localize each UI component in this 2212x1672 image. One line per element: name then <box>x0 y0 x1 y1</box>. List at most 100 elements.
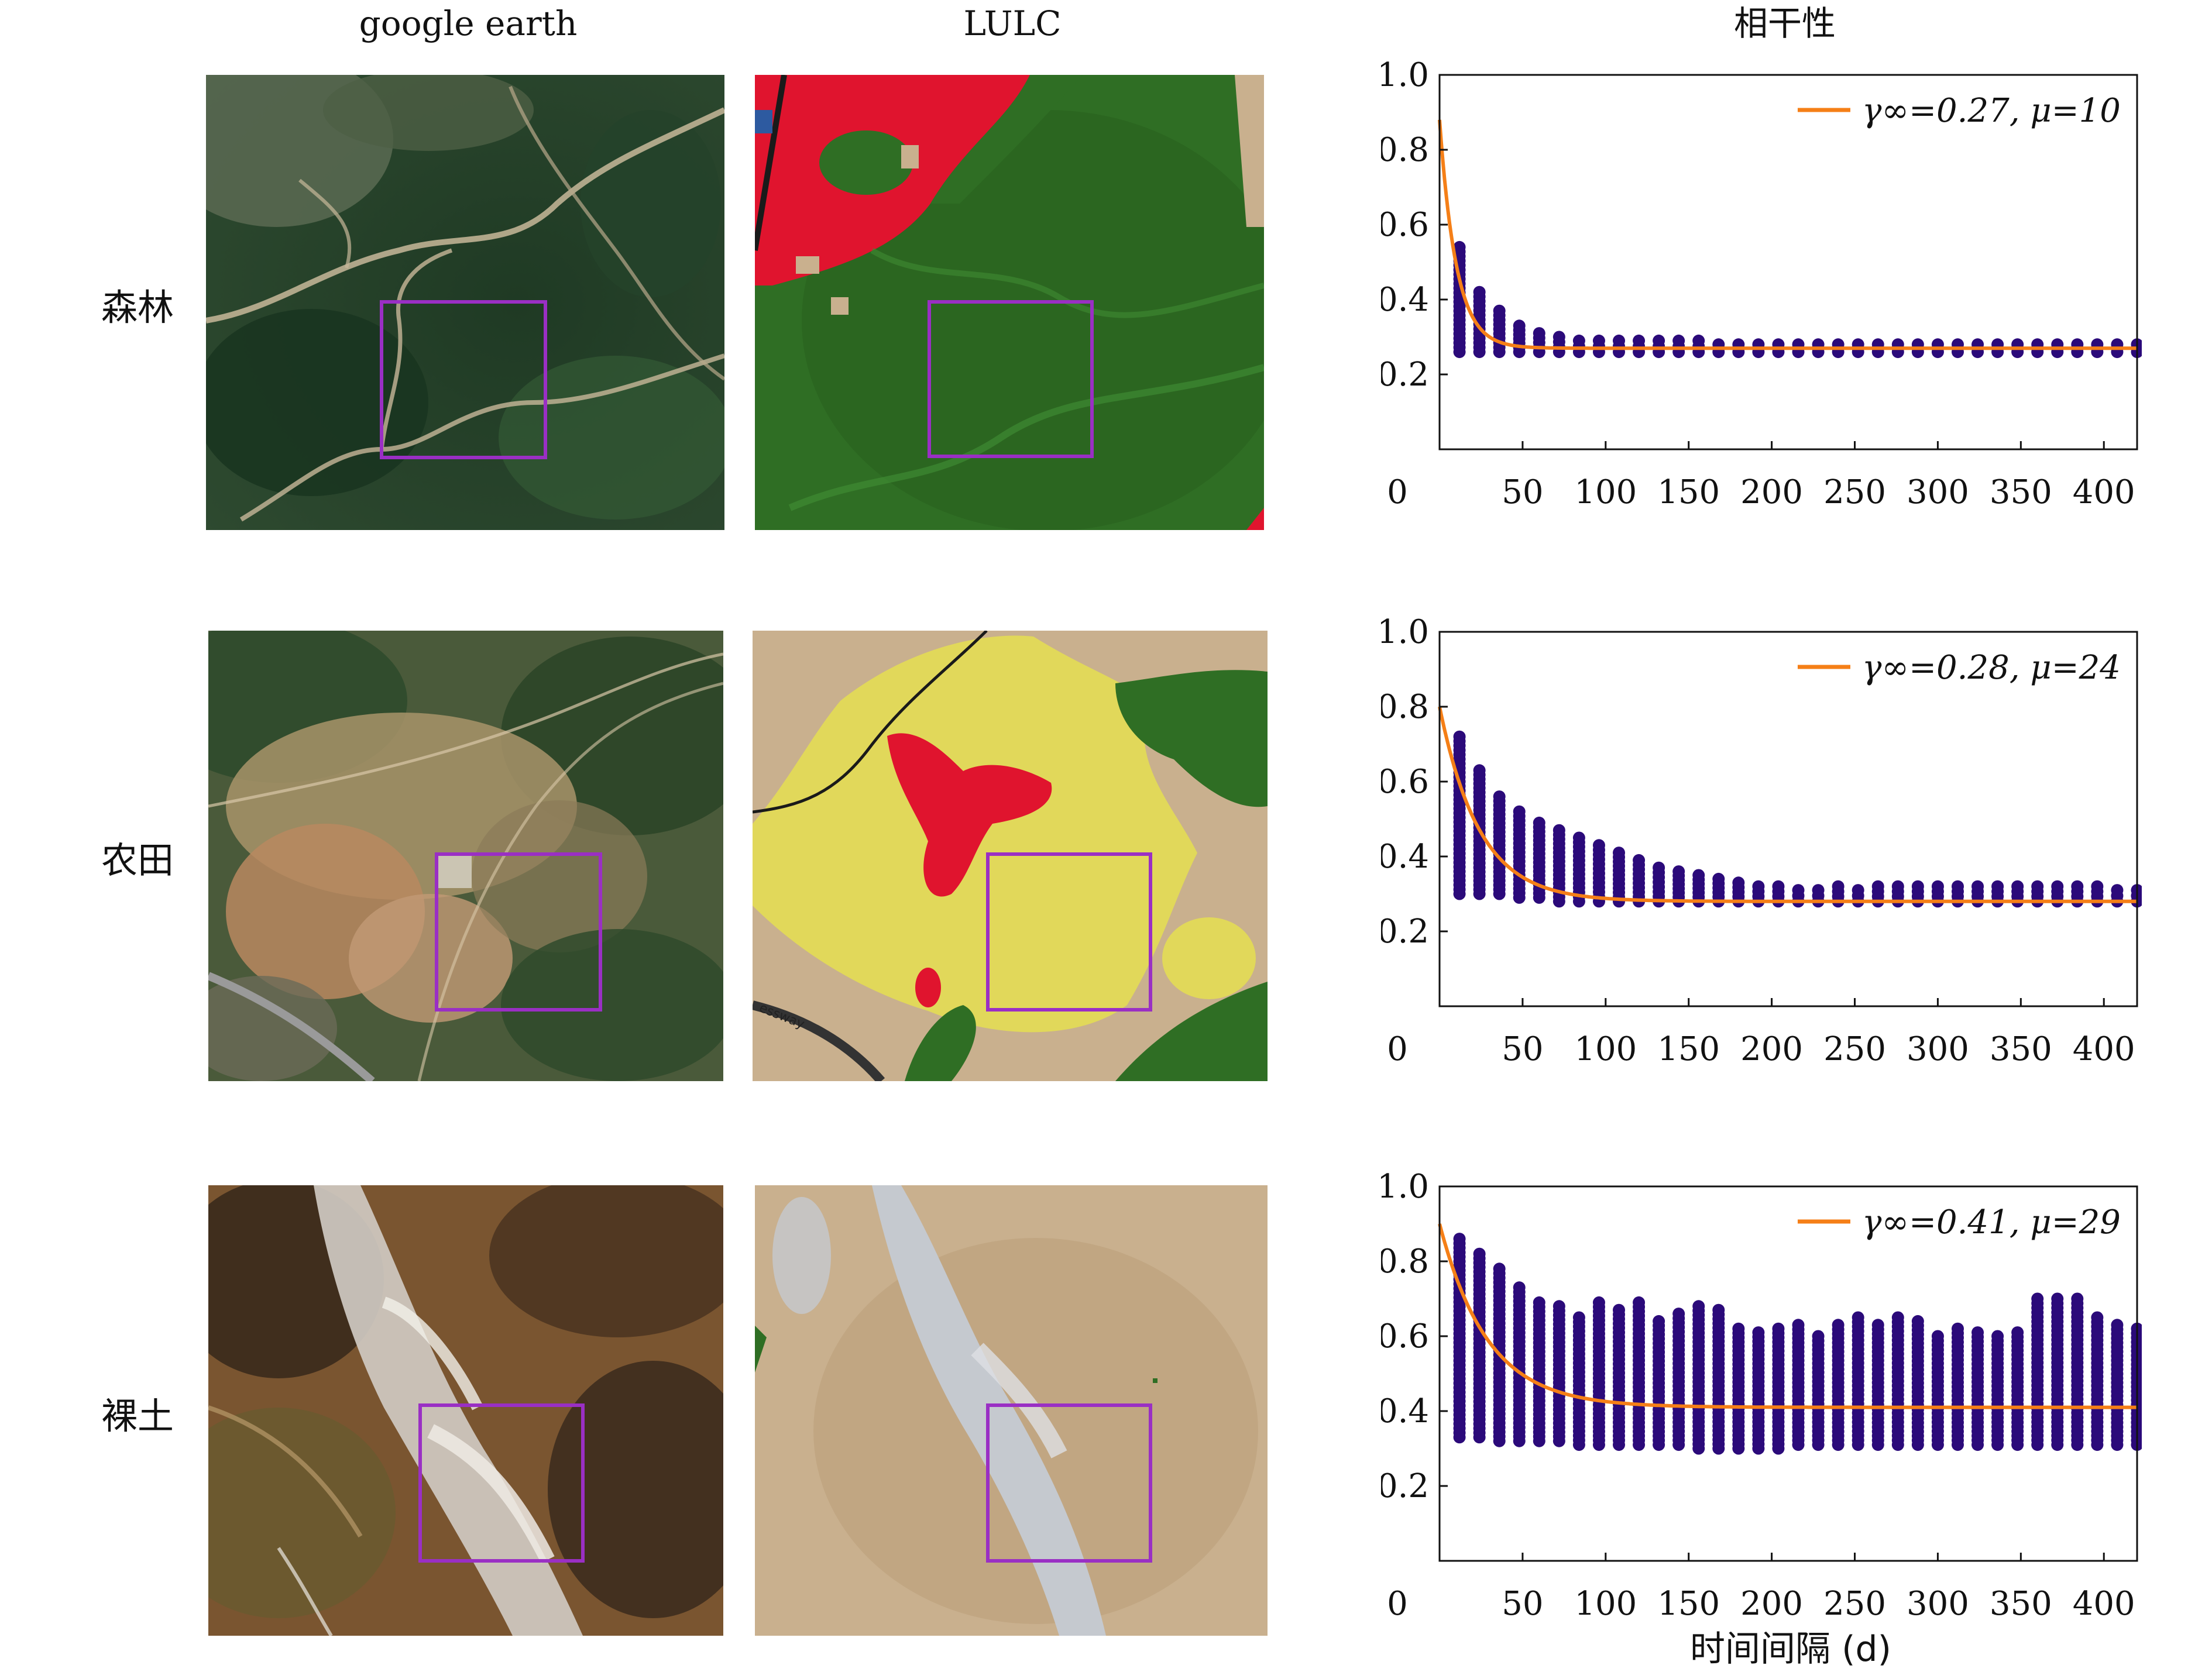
data-point <box>1592 334 1605 347</box>
data-point <box>1792 884 1805 897</box>
data-point <box>1812 884 1825 897</box>
data-point <box>1752 1326 1765 1339</box>
data-point <box>2031 880 2044 893</box>
y-tick-label: 0.6 <box>1381 206 1429 244</box>
legend-label: γ∞=0.28, μ=24 <box>1862 649 2121 687</box>
data-point <box>1513 319 1526 332</box>
y-tick-label: 0.2 <box>1381 1467 1429 1505</box>
y-tick-label: 0.4 <box>1381 838 1429 876</box>
data-point <box>1653 861 1665 874</box>
data-point <box>2011 1326 2024 1339</box>
column-title-google-earth: google earth <box>359 4 578 43</box>
data-point <box>1533 327 1545 340</box>
satellite-image-farmland <box>208 631 723 1081</box>
x-tick-label: 350 <box>1990 1585 2052 1623</box>
data-point <box>2091 880 2104 893</box>
data-point <box>1453 1233 1466 1246</box>
x-tick-label: 150 <box>1657 1585 1720 1623</box>
data-point <box>1812 1330 1825 1343</box>
x-tick-label: 300 <box>1907 473 1969 511</box>
data-point <box>1752 880 1765 893</box>
x-tick-label: 0 <box>1387 1585 1408 1623</box>
data-point <box>2091 1311 2104 1324</box>
data-point <box>1991 1330 2004 1343</box>
x-tick-label: 200 <box>1740 1585 1803 1623</box>
data-point <box>1832 1319 1845 1332</box>
x-tick-label: 50 <box>1502 473 1543 511</box>
data-point <box>1592 1296 1605 1309</box>
data-point <box>1572 334 1585 347</box>
data-point <box>1613 334 1626 347</box>
coherence-plot-farmland: 0 50 100 150 200 250 300 350 400 0.2 0.4 0.6 0.8 1.0 γ… <box>1381 613 2142 1068</box>
data-point <box>1513 1281 1526 1294</box>
coherence-plot-forest: 0 50 100 150 200 250 300 350 400 0.2 0.4 0.6 0.8 1.0 γ… <box>1381 56 2142 511</box>
data-point <box>1552 824 1565 837</box>
x-tick-label: 100 <box>1574 473 1637 511</box>
x-tick-label: 0 <box>1387 473 1408 511</box>
data-point <box>1552 331 1565 343</box>
legend-label: γ∞=0.27, μ=10 <box>1862 92 2121 130</box>
x-tick-label: 400 <box>2073 473 2135 511</box>
lulc-map-farmland: essway <box>753 631 1268 1081</box>
data-point <box>1832 880 1845 893</box>
x-tick-label: 150 <box>1657 473 1720 511</box>
data-point <box>1453 730 1466 743</box>
x-tick-label: 400 <box>2073 1585 2135 1623</box>
data-point <box>2051 1292 2064 1305</box>
x-tick-label: 300 <box>1907 1585 1969 1623</box>
data-point <box>1692 869 1705 882</box>
scatter-points <box>1453 240 2142 359</box>
data-point <box>1871 1319 1884 1332</box>
data-point <box>1712 1303 1725 1316</box>
y-tick-label: 0.6 <box>1381 1317 1429 1356</box>
fit-curve <box>1438 1223 2137 1409</box>
x-tick-label: 400 <box>2073 1030 2135 1068</box>
roi-box-forest-google <box>380 300 547 459</box>
lulc-map-forest <box>755 75 1264 530</box>
data-point <box>1732 1322 1745 1335</box>
data-point <box>1971 880 1984 893</box>
data-point <box>2071 880 2084 893</box>
y-tick-label: 0.8 <box>1381 131 1429 169</box>
roi-box-farmland-lulc <box>986 852 1152 1012</box>
y-tick-label: 0.8 <box>1381 688 1429 726</box>
plot-frame <box>1438 631 2138 1007</box>
data-point <box>1692 1300 1705 1313</box>
x-tick-label: 300 <box>1907 1030 1969 1068</box>
data-point <box>1633 334 1646 347</box>
data-point <box>1533 1296 1545 1309</box>
x-tick-label: 200 <box>1740 473 1803 511</box>
lulc-map-bare-soil <box>755 1185 1268 1636</box>
data-point <box>1931 1330 1944 1343</box>
scatter-points <box>1453 730 2142 908</box>
data-point <box>1712 872 1725 885</box>
data-point <box>1692 334 1705 347</box>
data-point <box>1493 790 1506 803</box>
plot-frame <box>1438 74 2138 450</box>
y-tick-label: 1.0 <box>1381 613 1429 651</box>
y-tick-label: 1.0 <box>1381 1168 1429 1206</box>
column-title-lulc: LULC <box>963 4 1062 43</box>
data-point <box>1732 876 1745 889</box>
row-label-farmland: 农田 <box>101 839 174 882</box>
x-tick-label: 50 <box>1502 1030 1543 1068</box>
fit-curve <box>1438 119 2137 350</box>
y-tick-label: 0.2 <box>1381 913 1429 951</box>
x-tick-label: 350 <box>1990 1030 2052 1068</box>
data-point <box>1613 847 1626 859</box>
data-point <box>1653 1315 1665 1327</box>
data-point <box>1572 831 1585 844</box>
data-point <box>1931 880 1944 893</box>
y-tick-label: 0.4 <box>1381 1392 1429 1430</box>
x-tick-label: 150 <box>1657 1030 1720 1068</box>
y-tick-label: 0.4 <box>1381 281 1429 319</box>
x-tick-label: 250 <box>1823 1030 1886 1068</box>
data-point <box>1672 334 1685 347</box>
data-point <box>1613 1303 1626 1316</box>
data-point <box>2071 1292 2084 1305</box>
roi-box-bare-soil-lulc <box>986 1403 1152 1563</box>
data-point <box>1473 1247 1486 1260</box>
x-tick-label: 50 <box>1502 1585 1543 1623</box>
roi-box-farmland-google <box>435 852 602 1012</box>
legend-label: γ∞=0.41, μ=29 <box>1862 1203 2121 1241</box>
